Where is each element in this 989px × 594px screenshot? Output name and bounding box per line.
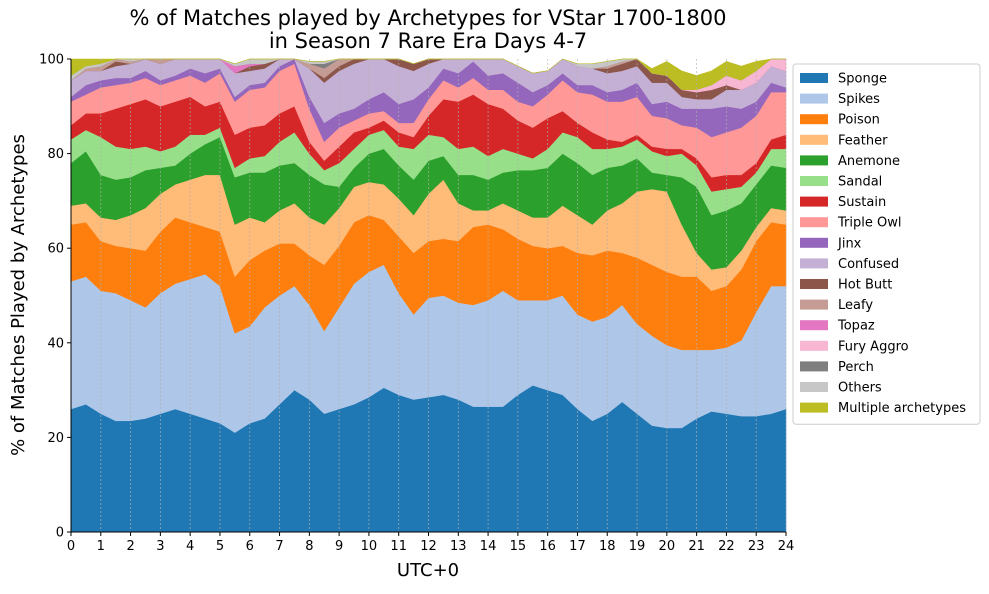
legend-frame	[792, 63, 981, 425]
legend-swatch	[800, 176, 828, 186]
area-series-multiple-archetypes	[70, 58, 786, 90]
x-tick-label: 9	[335, 539, 343, 554]
legend-label: Poison	[838, 113, 880, 128]
legend-label: Sponge	[838, 72, 887, 87]
legend-label: Topaz	[837, 319, 875, 334]
chart-title-line-1: % of Matches played by Archetypes for VS…	[130, 6, 727, 30]
x-tick-label: 3	[156, 539, 164, 554]
legend: Sponge Spikes Poison Feather Anemone Sandal Su…	[792, 63, 981, 425]
legend-swatch	[800, 217, 828, 228]
x-tick-label: 4	[186, 539, 194, 554]
x-tick-label: 2	[126, 539, 134, 554]
legend-swatch	[800, 402, 828, 413]
legend-label: Leafy	[838, 298, 873, 313]
legend-label: Perch	[838, 360, 874, 375]
y-axis-label: % of Matches Played by Archetypes	[8, 134, 29, 456]
y-tick-label: 0	[56, 526, 64, 541]
legend-label: Multiple archetypes	[838, 401, 966, 416]
legend-label: Triple Owl	[837, 216, 901, 231]
x-tick-label: 11	[390, 539, 407, 554]
axes-layer: 0 1 2 3 4 5 6 7 8 9 10 11 12 13 14 15 16 17 18 19 20 21 22 23 24…	[39, 53, 794, 555]
legend-swatch	[800, 237, 828, 248]
y-tick-label: 100	[39, 53, 64, 68]
x-tick-label: 8	[305, 539, 313, 554]
legend-label: Jinx	[837, 236, 862, 251]
legend-swatch	[800, 134, 828, 145]
x-tick-label: 16	[539, 539, 556, 554]
x-tick-label: 0	[67, 539, 75, 554]
x-tick-label: 7	[275, 539, 283, 554]
x-tick-label: 13	[450, 539, 467, 554]
legend-swatch	[800, 93, 828, 104]
legend-label: Sandal	[838, 175, 882, 190]
chart-title-line-2: in Season 7 Rare Era Days 4-7	[269, 29, 587, 53]
legend-swatch	[800, 382, 828, 392]
y-tick-label: 60	[47, 242, 64, 257]
x-tick-label: 18	[599, 539, 616, 554]
legend-label: Feather	[838, 133, 888, 148]
x-tick-label: 1	[97, 539, 105, 554]
y-tick-label: 80	[47, 147, 64, 162]
y-tick-label: 20	[47, 431, 64, 446]
x-tick-label: 10	[361, 539, 378, 554]
legend-swatch	[800, 155, 828, 166]
legend-swatch	[800, 279, 828, 289]
legend-label: Fury Aggro	[838, 339, 909, 354]
x-tick-label: 22	[718, 539, 735, 554]
x-tick-label: 19	[629, 539, 646, 554]
legend-swatch	[800, 340, 828, 351]
x-tick-label: 24	[778, 539, 795, 554]
x-axis-label: UTC+0	[397, 560, 459, 581]
x-tick-label: 23	[748, 539, 765, 554]
legend-label: Confused	[838, 257, 899, 272]
x-tick-label: 21	[688, 539, 705, 554]
legend-label: Others	[838, 381, 882, 396]
x-tick-label: 6	[246, 539, 254, 554]
x-tick-label: 12	[420, 539, 437, 554]
y-tick-label: 40	[47, 336, 64, 351]
x-tick-label: 5	[216, 539, 224, 554]
legend-swatch	[800, 196, 828, 207]
x-tick-label: 17	[569, 539, 586, 554]
legend-swatch	[800, 73, 828, 83]
x-tick-label: 14	[480, 539, 497, 554]
x-tick-label: 20	[659, 539, 676, 554]
legend-label: Sustain	[838, 195, 886, 210]
legend-swatch	[800, 299, 828, 310]
legend-label: Anemone	[838, 154, 900, 169]
legend-swatch	[800, 361, 828, 372]
x-tick-label: 15	[510, 539, 527, 554]
legend-swatch	[800, 258, 828, 269]
legend-label: Hot Butt	[838, 278, 892, 293]
legend-label: Spikes	[838, 92, 880, 107]
legend-swatch	[800, 114, 828, 125]
legend-swatch	[800, 320, 828, 331]
